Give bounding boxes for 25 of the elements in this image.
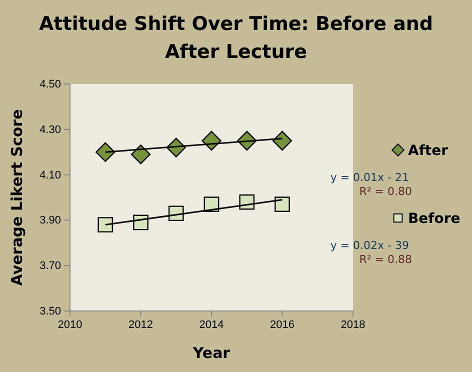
x-tick-label: 2014 [199,318,224,331]
y-axis-title: Average Likert Score [8,109,26,286]
point [98,217,114,232]
chart-title: Attitude Shift Over Time: Before and After Lecture [38,13,434,63]
y-tick-label: 4.10 [40,169,61,182]
x-tick-label: 2010 [58,318,82,331]
point [130,144,151,164]
x-tick-label: 2012 [128,318,153,331]
text: R² = 0.80 [359,185,412,198]
y-tick-label: 4.30 [40,124,61,136]
text: R² = 0.88 [359,253,412,266]
y-tick-label: 3.90 [40,214,61,227]
point [272,130,292,151]
point [96,142,116,162]
x-tick-label: 2016 [270,318,294,331]
x-tick-label: 2018 [340,318,366,331]
y-tick-label: 3.50 [40,306,61,318]
y-tick-label: 4.50 [40,78,61,91]
y-tick-label: 3.70 [40,260,61,272]
x-axis-title: Year [192,344,231,362]
legend-label: After [408,143,448,159]
point [274,196,290,212]
annotation: y = 0.01x - 21 [330,171,409,184]
annotation: y = 0.02x - 39 [330,239,409,252]
legend-label: Before [408,211,460,227]
